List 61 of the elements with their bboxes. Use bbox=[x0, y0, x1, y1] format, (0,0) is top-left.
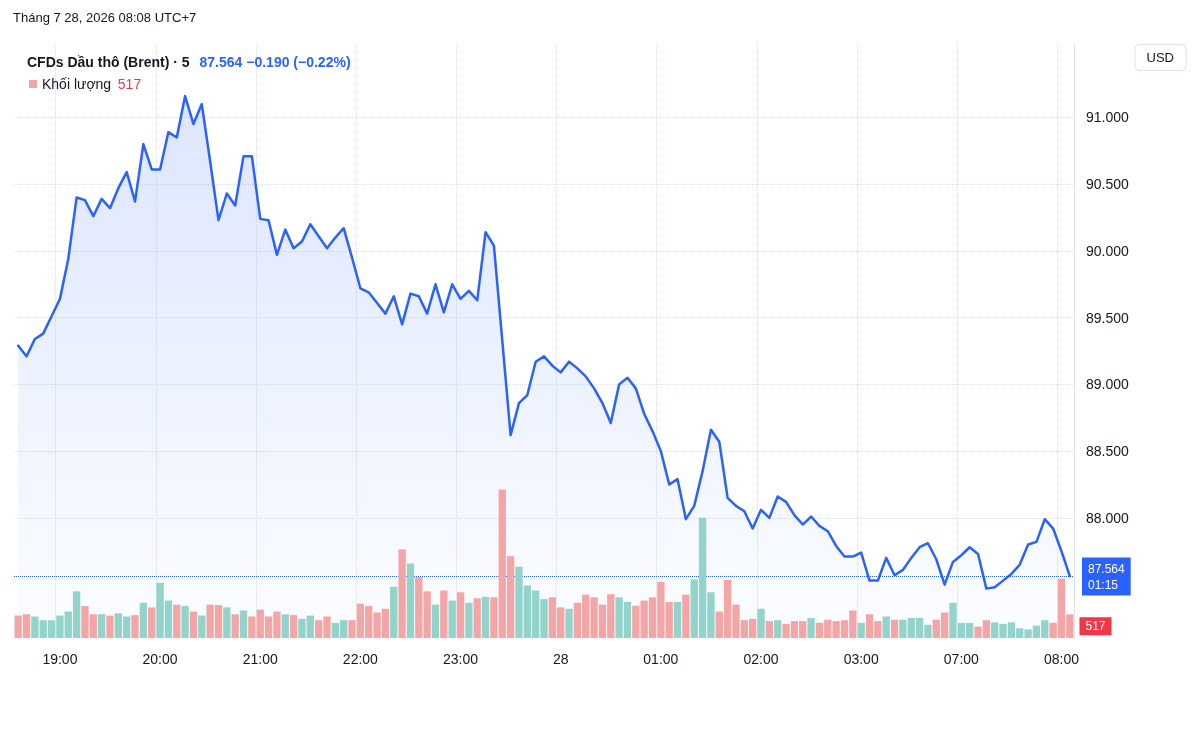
x-tick-label: 22:00 bbox=[342, 651, 379, 667]
x-tick-label: 19:00 bbox=[42, 651, 78, 667]
x-tick-label: 07:00 bbox=[943, 651, 980, 667]
bar bbox=[440, 590, 448, 638]
x-tick-label: 08:00 bbox=[1043, 651, 1080, 667]
y-tick-label: 90.000 bbox=[1086, 242, 1130, 259]
bar bbox=[223, 607, 231, 638]
bar bbox=[231, 614, 239, 638]
bar bbox=[456, 592, 465, 638]
bar bbox=[239, 610, 248, 638]
bar bbox=[289, 615, 298, 638]
y-tick-label: 91.000 bbox=[1086, 109, 1130, 126]
bar bbox=[189, 611, 198, 638]
bar bbox=[390, 586, 398, 638]
bar bbox=[857, 622, 865, 638]
bar bbox=[97, 614, 106, 638]
x-tick-label: 02:00 bbox=[743, 651, 779, 667]
bar bbox=[398, 549, 406, 638]
bar bbox=[181, 606, 189, 638]
bar bbox=[473, 598, 481, 638]
bar bbox=[431, 604, 440, 638]
x-tick-label: 28 bbox=[552, 651, 569, 667]
bar bbox=[173, 604, 181, 638]
legend-label: Khối lượng bbox=[42, 76, 112, 92]
bar bbox=[406, 563, 415, 638]
y-tick-label: 89.500 bbox=[1086, 309, 1130, 326]
bar bbox=[481, 596, 490, 638]
x-tick-label: 23:00 bbox=[443, 651, 479, 667]
y-tick-label: 90.500 bbox=[1086, 176, 1130, 193]
annotation: 517 bbox=[117, 76, 142, 92]
bar bbox=[465, 602, 473, 638]
bar bbox=[106, 615, 114, 638]
x-tick-label: 03:00 bbox=[843, 651, 879, 667]
text: 87.564 −0.190 (−0.22%) bbox=[199, 54, 351, 70]
text: Tháng 7 28, 2026 08:08 UTC+7 bbox=[13, 10, 197, 25]
bar bbox=[682, 594, 690, 638]
bar bbox=[148, 607, 156, 638]
y-axis-title: USD bbox=[1146, 50, 1175, 65]
bar bbox=[131, 615, 139, 638]
bar bbox=[198, 615, 206, 638]
bar bbox=[757, 608, 765, 638]
bar bbox=[890, 619, 899, 638]
bar bbox=[565, 608, 573, 638]
bar bbox=[882, 616, 890, 638]
y-tick-label: 88.000 bbox=[1086, 509, 1130, 526]
text: 01:15 bbox=[1088, 577, 1119, 592]
bar bbox=[281, 614, 289, 638]
ref-line-label: 87.564 bbox=[1088, 561, 1126, 576]
bar bbox=[139, 602, 148, 638]
bar bbox=[765, 621, 774, 638]
x-tick-label: 20:00 bbox=[142, 651, 178, 667]
bar bbox=[673, 601, 682, 638]
bar bbox=[807, 617, 815, 638]
y-tick-label: 88.500 bbox=[1086, 443, 1130, 460]
text: 517 bbox=[1085, 619, 1106, 634]
y-tick-label: 89.000 bbox=[1086, 376, 1130, 393]
x-tick-label: 01:00 bbox=[643, 651, 679, 667]
x-tick-label: 21:00 bbox=[242, 651, 278, 667]
text: CFDs Dầu thô (Brent) · 5 bbox=[27, 54, 190, 70]
bar bbox=[774, 620, 782, 638]
bar bbox=[448, 600, 456, 638]
